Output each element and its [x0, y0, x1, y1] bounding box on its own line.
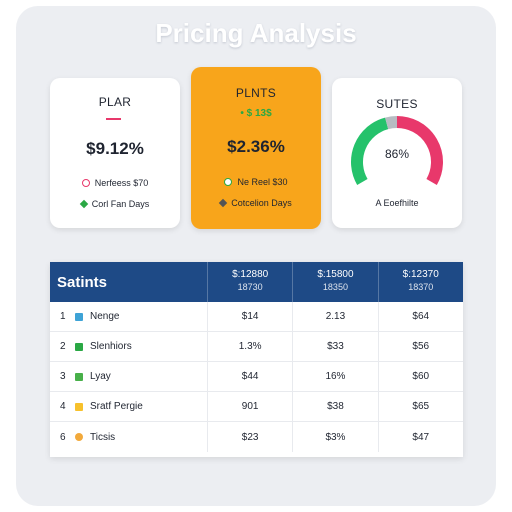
row-name: Nenge [90, 311, 120, 322]
table-row[interactable]: 1 Nenge $14 2.13 $64 [50, 302, 463, 332]
column-header-3[interactable]: $:12370 18370 [377, 262, 463, 302]
table-cell: $3% [292, 422, 377, 452]
column-header-2[interactable]: $:15800 18350 [292, 262, 377, 302]
row-name-cell: 1 Nenge [50, 302, 207, 331]
column-header-2-top: $:15800 [317, 269, 354, 280]
plan-card-value: $9.12% [86, 139, 144, 158]
suites-card[interactable]: SUTES 86% A Eoefhilte [332, 78, 462, 228]
plants-legend-1-label: Ne Reel $30 [237, 177, 288, 187]
gauge-value: 86% [384, 147, 410, 161]
plan-card-heading: PLAR [98, 95, 132, 109]
table-cell: 2.13 [292, 302, 377, 331]
column-header-3-top: $:12370 [402, 269, 439, 280]
column-header-3-bottom: 18370 [408, 282, 434, 292]
plan-card-accent [106, 118, 121, 120]
row-color-icon [75, 402, 83, 411]
row-color-icon [75, 342, 83, 351]
table-cell: $65 [377, 392, 463, 421]
row-name: Slenhiors [90, 341, 132, 352]
table-cell: $23 [207, 422, 292, 452]
plants-legend-row-1: Ne Reel $30 [191, 177, 321, 187]
table-row[interactable]: 6 Ticsis $23 $3% $47 [50, 422, 463, 452]
row-number: 6 [60, 431, 66, 443]
diamond-bullet-icon [79, 199, 88, 209]
column-header-1-top: $:12880 [232, 269, 269, 280]
plan-legend-row-1: Nerfeess $70 [50, 178, 180, 188]
gauge-segment-pink [396, 116, 443, 185]
row-name: Ticsis [90, 431, 116, 443]
table-cell: 901 [207, 392, 292, 421]
table-cell: 16% [292, 362, 377, 391]
table-cell: $33 [292, 332, 377, 361]
plan-legend-1-label: Nerfeess $70 [94, 178, 149, 188]
diamond-bullet-icon [218, 198, 228, 208]
row-name-cell: 3 Lyay [50, 362, 207, 391]
plants-card-value: $2.36% [227, 137, 285, 156]
ring-bullet-icon [224, 178, 233, 186]
row-color-icon [75, 312, 83, 321]
plants-legend-row-2: Cotcelion Days [191, 198, 321, 208]
plan-card[interactable]: PLAR $9.12% Nerfeess $70 Corl Fan Days [50, 78, 180, 228]
table-row[interactable]: 2 Slenhiors 1.3% $33 $56 [50, 332, 463, 362]
column-header-1-bottom: 18730 [237, 282, 263, 292]
table-cell: $47 [377, 422, 463, 452]
table-header: Satints $:12880 18730 $:15800 18350 $:12… [50, 262, 463, 302]
row-number: 4 [60, 401, 66, 412]
pricing-table: Satints $:12880 18730 $:15800 18350 $:12… [50, 262, 463, 457]
row-name: Lyay [90, 371, 111, 382]
plants-legend-2-label: Cotcelion Days [231, 198, 292, 208]
plants-card-subtitle: • $ 13$ [240, 108, 272, 119]
row-number: 3 [60, 371, 66, 382]
page-title: Pricing Analysis [155, 18, 357, 48]
plants-card[interactable]: PLNTS • $ 13$ $2.36% Ne Reel $30 Cotceli… [191, 67, 321, 229]
gauge-segment-gray [385, 115, 398, 130]
row-number: 2 [60, 341, 66, 352]
table-cell: $14 [207, 302, 292, 331]
row-color-icon [75, 372, 83, 381]
ring-bullet-icon [81, 179, 90, 187]
plan-legend-row-2: Corl Fan Days [50, 199, 180, 209]
table-body: 1 Nenge $14 2.13 $64 2 Slenhiors 1.3% $33 $56 3 Lya… [50, 302, 463, 452]
table-cell: $60 [377, 362, 463, 391]
table-row[interactable]: 3 Lyay $44 16% $60 [50, 362, 463, 392]
table-cell: 1.3% [207, 332, 292, 361]
table-title: Satints [57, 273, 108, 291]
column-header-2-bottom: 18350 [322, 282, 348, 292]
row-number: 1 [60, 311, 66, 322]
row-name-cell: 6 Ticsis [50, 422, 207, 452]
row-name-cell: 4 Sratf Pergie [50, 392, 207, 421]
suites-card-heading: SUTES [376, 97, 418, 111]
table-cell: $64 [377, 302, 463, 331]
plants-card-heading: PLNTS [235, 86, 277, 100]
gauge-segment-green [351, 117, 389, 185]
row-color-icon [75, 433, 83, 441]
row-name: Sratf Pergie [90, 401, 143, 412]
table-cell: $44 [207, 362, 292, 391]
gauge-caption: A Eoefhilte [375, 198, 419, 208]
row-name-cell: 2 Slenhiors [50, 332, 207, 361]
gauge-chart [351, 115, 443, 185]
table-cell: $38 [292, 392, 377, 421]
table-row[interactable]: 4 Sratf Pergie 901 $38 $65 [50, 392, 463, 422]
plan-legend-2-label: Corl Fan Days [91, 199, 150, 209]
column-header-1[interactable]: $:12880 18730 [207, 262, 292, 302]
table-cell: $56 [377, 332, 463, 361]
